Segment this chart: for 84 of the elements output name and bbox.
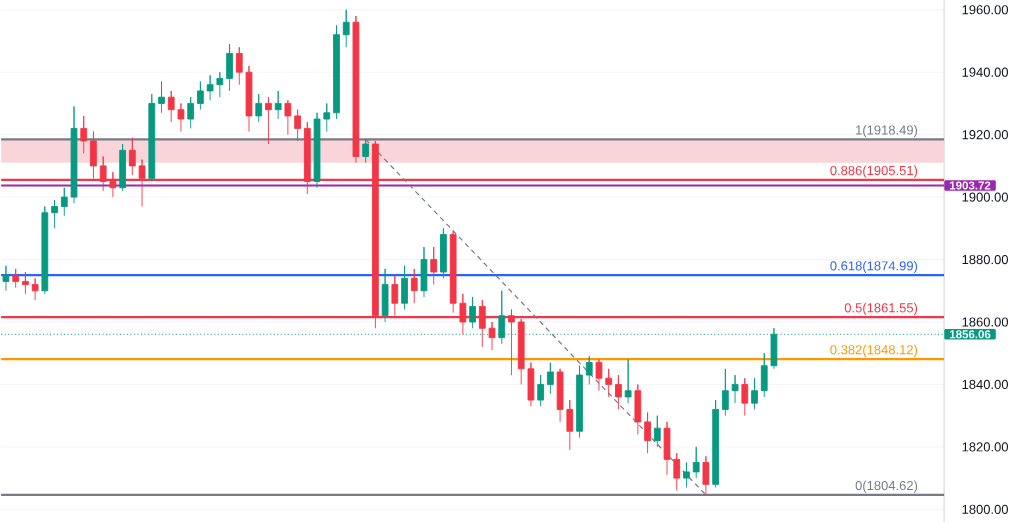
candlestick <box>41 205 49 295</box>
candlestick <box>712 399 719 488</box>
candlestick <box>692 446 700 479</box>
candlestick <box>420 246 428 298</box>
candlestick <box>197 81 204 111</box>
candlestick <box>440 227 447 279</box>
candlestick <box>342 9 350 48</box>
candlestick <box>576 365 583 438</box>
candlestick <box>469 296 476 329</box>
candlestick <box>644 411 651 454</box>
candlestick <box>381 268 389 323</box>
candlestick <box>566 399 574 451</box>
y-tick-label: 1880.00 <box>962 254 1009 265</box>
candlestick <box>556 368 564 423</box>
candlestick <box>673 452 681 491</box>
candlestick <box>547 362 554 395</box>
candlestick <box>187 96 195 129</box>
candlestick <box>488 321 496 351</box>
candlestick <box>294 109 301 142</box>
ref-line-label: 0.886(1905.51) <box>830 165 918 178</box>
y-tick-label: 1940.00 <box>962 67 1009 77</box>
y-tick-label: 1860.00 <box>962 317 1009 327</box>
candlestick <box>663 421 671 476</box>
candlestick <box>167 90 175 123</box>
candlestick <box>255 93 263 123</box>
candlestick <box>731 374 739 404</box>
candlestick <box>128 137 136 176</box>
candlestick <box>226 43 233 92</box>
candlestick <box>527 362 535 407</box>
candlestick <box>430 246 438 285</box>
y-tick-label: 1920.00 <box>962 129 1009 140</box>
candlestick <box>313 112 321 189</box>
candlestick <box>585 355 593 385</box>
candlestick <box>2 265 10 292</box>
ref-line-label: 0.382(1848.12) <box>830 344 918 357</box>
candlestick <box>653 415 661 448</box>
candlestick <box>634 383 642 435</box>
ref-line-label: 0.5(1861.55) <box>844 302 918 315</box>
candlestick <box>760 352 768 398</box>
candlestick <box>265 96 272 145</box>
candlestick <box>245 65 253 132</box>
ref-line-label: 0(1804.62) <box>855 480 918 493</box>
candlestick <box>401 265 408 310</box>
candlestick <box>624 358 632 404</box>
y-tick-label: 1840.00 <box>962 379 1009 389</box>
candlestick <box>206 74 214 101</box>
candlestick <box>449 230 457 313</box>
ref-line-label: 1(1918.49) <box>856 124 918 138</box>
candlestick <box>158 81 165 114</box>
candlestick <box>119 143 126 192</box>
candlestick <box>51 199 58 229</box>
text: 1903.72 <box>950 181 991 190</box>
candlestick <box>352 15 360 164</box>
candlestick <box>70 106 78 204</box>
candlestick <box>60 187 68 217</box>
candlestick <box>595 358 603 392</box>
candlestick <box>751 377 758 410</box>
text: 1856.06 <box>950 330 991 339</box>
candlestick <box>323 102 331 132</box>
candlestick <box>362 138 370 164</box>
candlestick <box>605 368 613 398</box>
candlestick <box>537 374 545 407</box>
candlestick <box>284 99 292 135</box>
candlestick <box>683 461 690 488</box>
candlestick <box>235 46 243 86</box>
y-tick-label: 1900.00 <box>962 192 1009 202</box>
y-tick-label: 1800.00 <box>962 504 1009 514</box>
candlestick <box>148 93 156 182</box>
candlestick <box>22 271 29 295</box>
candlestick <box>741 377 749 417</box>
candlestick <box>216 71 224 98</box>
candlestick <box>12 268 20 288</box>
candlestick <box>410 268 418 304</box>
candlestick <box>80 115 88 154</box>
candlestick <box>274 90 282 120</box>
candlestick <box>615 374 622 410</box>
ref-line-label: 0.618(1874.99) <box>830 260 918 273</box>
candlestick <box>702 455 710 496</box>
y-tick-label: 1820.00 <box>962 442 1009 452</box>
candlestick <box>31 277 39 301</box>
y-tick-label: 1960.00 <box>962 5 1009 15</box>
candlestick <box>177 102 185 132</box>
candlestick <box>333 24 340 120</box>
candlestick <box>721 368 729 417</box>
